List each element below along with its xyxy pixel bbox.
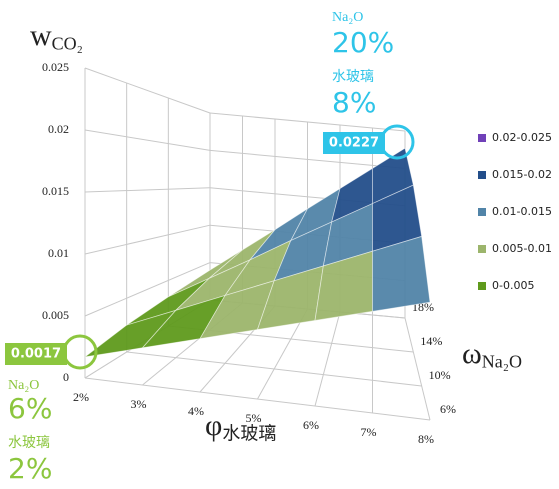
legend-swatch <box>478 282 486 290</box>
legend-swatch <box>478 171 486 179</box>
grid-line <box>126 351 422 387</box>
z-tick-label: 0.01 <box>48 246 69 260</box>
annotation-text: 6% <box>8 392 52 425</box>
z-tick-label: 0 <box>63 370 69 384</box>
x-tick-label: 6% <box>303 418 319 432</box>
annotation-circle <box>62 334 98 370</box>
grid-line <box>84 67 211 114</box>
annotation-text: 8% <box>332 86 376 119</box>
legend-swatch <box>478 134 486 142</box>
grid-line <box>84 377 431 421</box>
annotation-text: 水玻璃 <box>332 68 374 85</box>
annotation-text: 20% <box>332 26 394 59</box>
annotation-value: 0.0227 <box>329 136 379 151</box>
x-tick-label: 2% <box>73 390 89 404</box>
x-tick-label: 4% <box>188 404 204 418</box>
annotation-text: 2% <box>8 452 52 485</box>
grid-line <box>84 129 211 151</box>
grid-line <box>314 311 341 407</box>
y-tick-label: 6% <box>440 402 456 416</box>
legend-label: 0.015-0.02 <box>492 168 552 181</box>
legend-label: 0.02-0.025 <box>492 131 552 144</box>
grid-line <box>257 308 308 400</box>
z-axis-title-main: w <box>30 19 52 52</box>
z-tick-label: 0.015 <box>42 184 69 198</box>
legend-label: 0-0.005 <box>492 279 534 292</box>
legend-label: 0.01-0.015 <box>492 205 552 218</box>
annotation-text: Na₂O <box>8 378 39 393</box>
annotation-value: 0.0017 <box>11 347 61 362</box>
surface-cell <box>372 235 431 312</box>
z-axis-title-sub: CO₂ <box>52 34 83 54</box>
z-tick-label: 0.02 <box>48 122 69 136</box>
annotation-circle <box>379 124 415 160</box>
legend-swatch <box>478 245 486 253</box>
z-tick-label: 0.025 <box>42 60 69 74</box>
y-axis-title-sub: Na₂O <box>482 352 522 372</box>
grid-line <box>84 224 211 255</box>
annotation-text: 水玻璃 <box>8 434 50 451</box>
x-tick-label: 8% <box>418 432 434 446</box>
grid-line <box>404 317 431 421</box>
annotation-box <box>5 343 67 365</box>
z-axis-title: wCO₂ <box>30 19 83 54</box>
y-axis-title: ωNa₂O <box>462 337 522 372</box>
y-axis-title-main: ω <box>462 337 482 370</box>
x-tick-label: 7% <box>361 425 377 439</box>
x-axis-title: φ水玻璃 <box>205 409 276 444</box>
x-tick-label: 5% <box>246 411 262 425</box>
grid-line <box>84 262 211 317</box>
grid-line <box>84 187 211 193</box>
annotation-text: Na₂O <box>332 10 363 25</box>
y-tick-label: 14% <box>420 334 442 348</box>
y-tick-label: 10% <box>429 368 451 382</box>
z-tick-label: 0.005 <box>42 308 69 322</box>
x-axis-title-sub: 水玻璃 <box>222 424 276 444</box>
annotation-box <box>323 132 385 154</box>
legend-label: 0.005-0.01 <box>492 242 552 255</box>
legend-swatch <box>478 208 486 216</box>
x-tick-label: 3% <box>131 397 147 411</box>
x-axis-title-main: φ <box>205 409 222 442</box>
